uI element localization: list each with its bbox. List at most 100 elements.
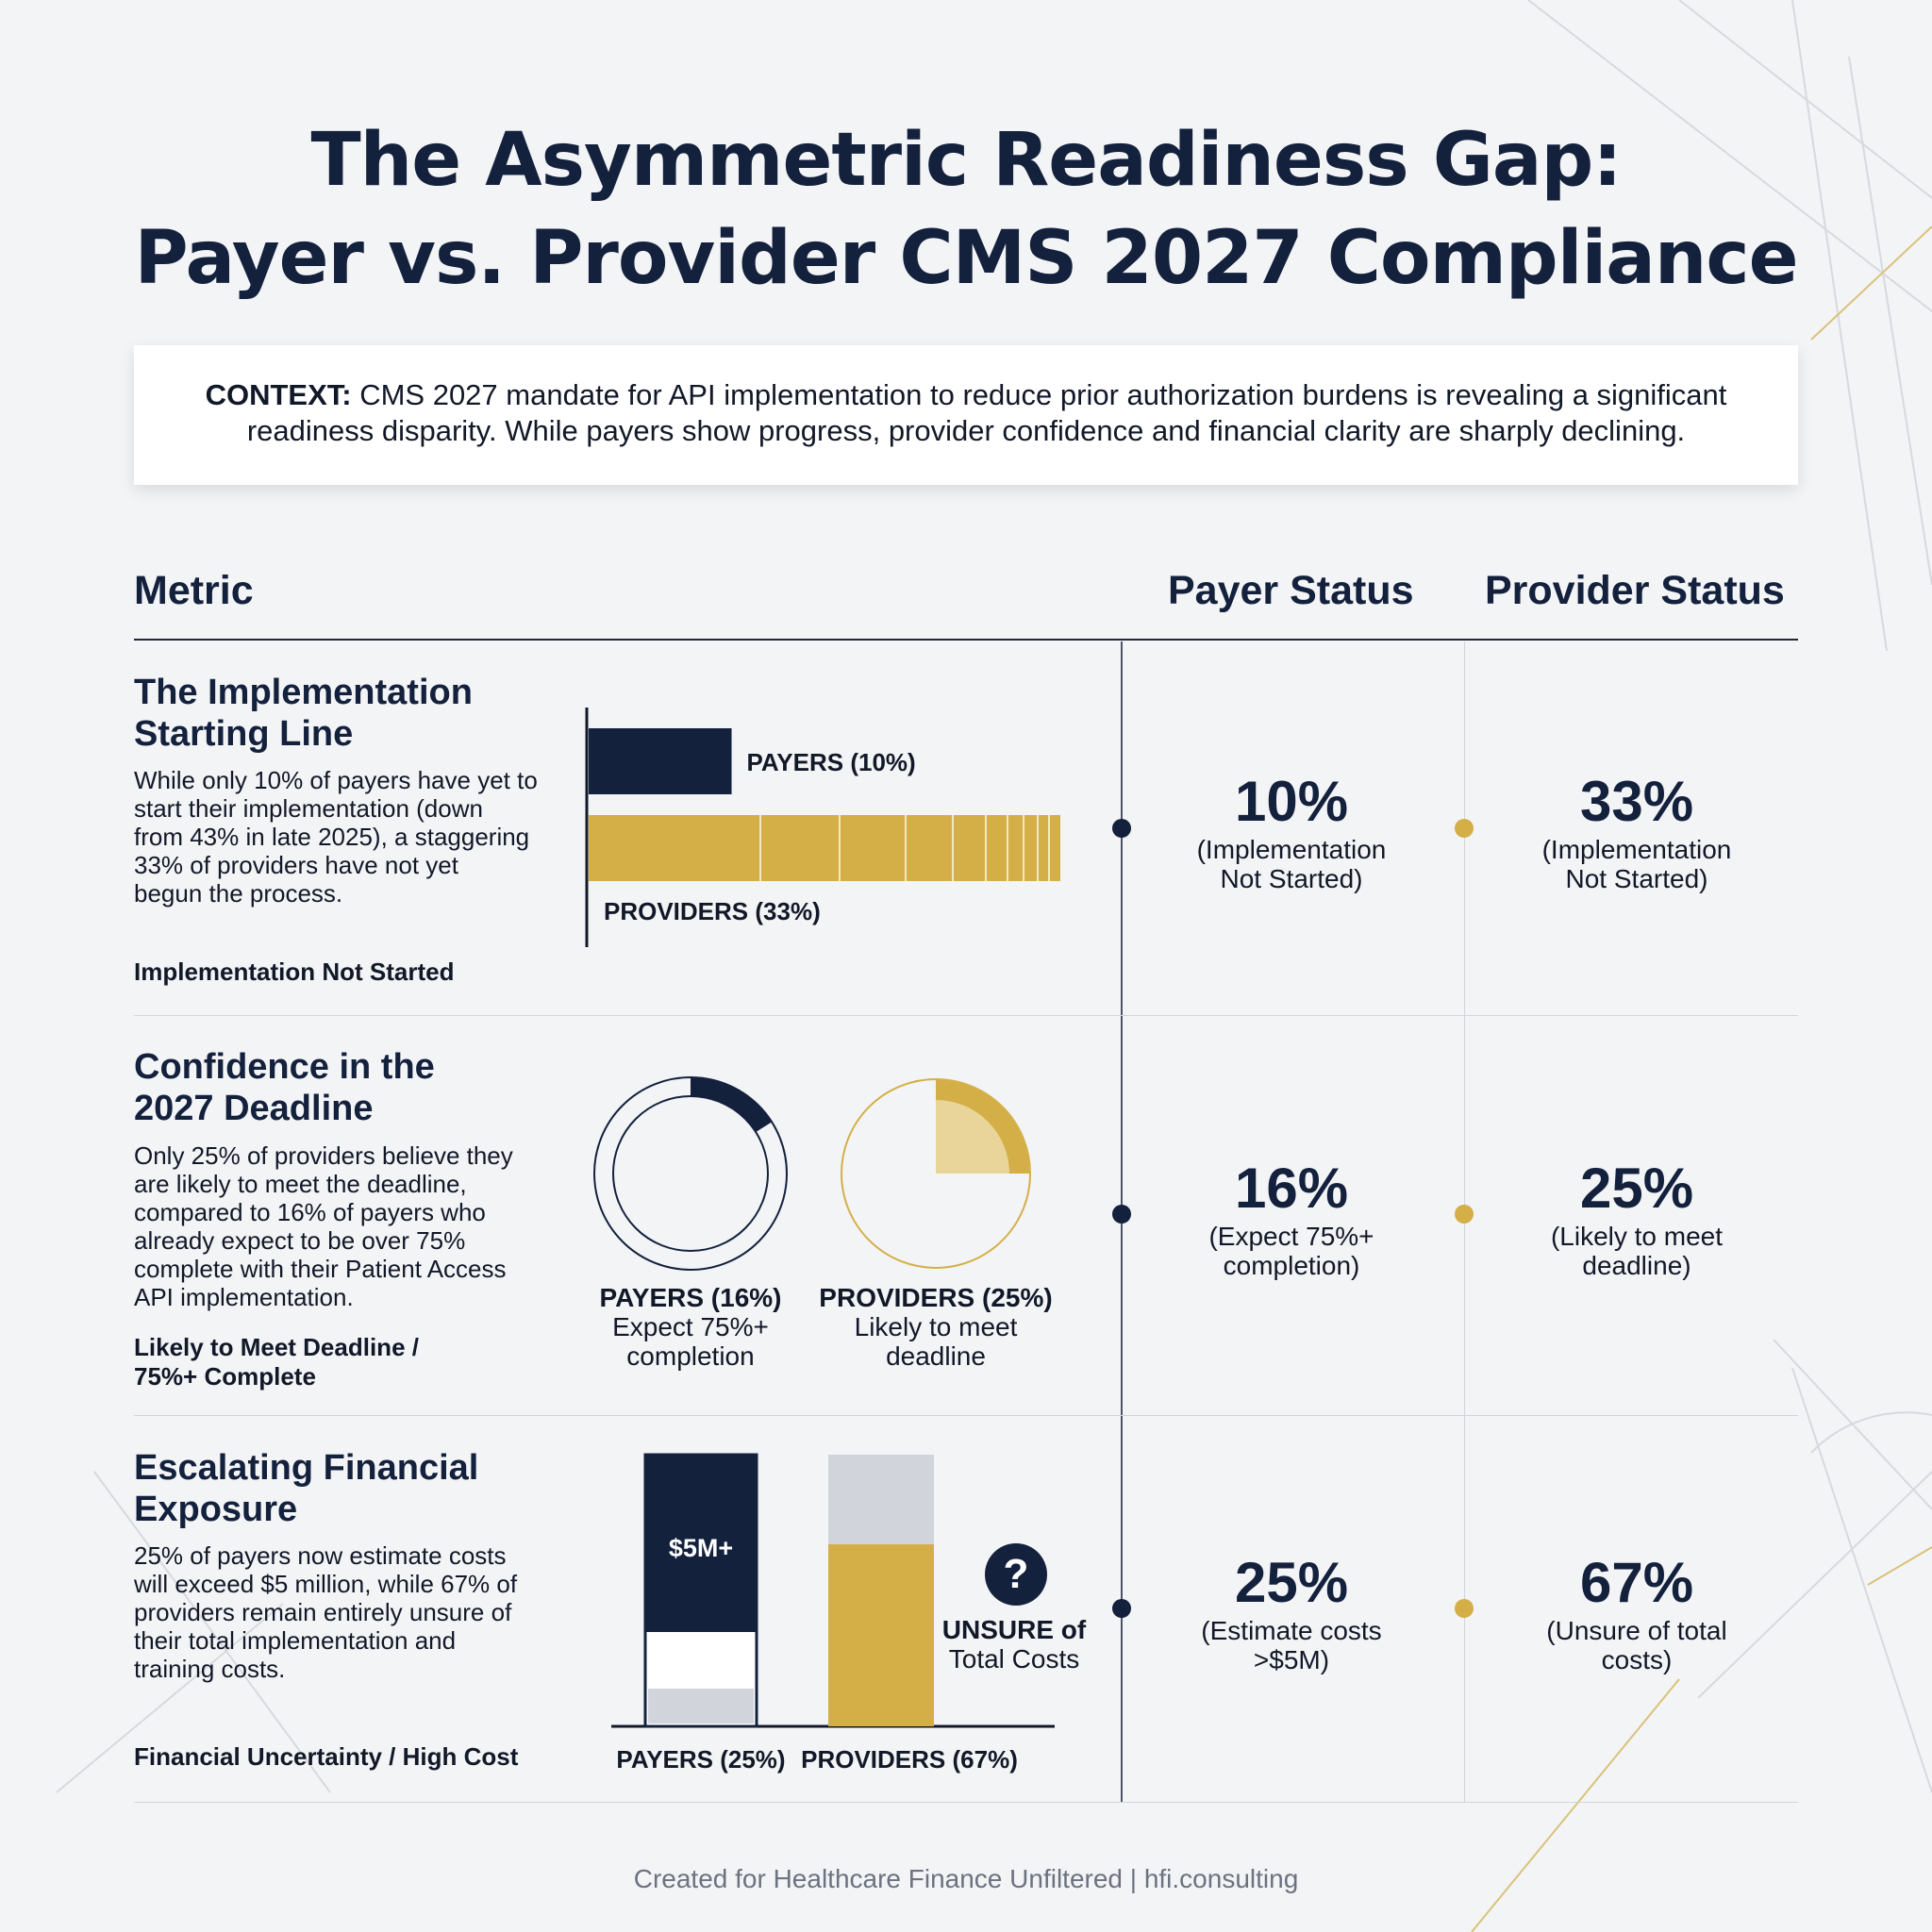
row2-title-line1: Confidence in the [134,1047,435,1087]
row1-provider-value: 33% [1579,770,1694,833]
ring-provider-caption-line2: deadline [886,1341,986,1371]
row3-desc-line: 25% of payers now estimate costs [134,1541,507,1570]
row1-title-line1: The Implementation [134,673,473,712]
row1-desc-line: from 43% in late 2025), a staggering [134,823,530,851]
row-divider-1 [134,1015,1798,1016]
row3-provider-caption: (Unsure of total [1546,1616,1727,1645]
row1-provider-caption: (Implementation [1541,835,1732,864]
cost-bar-payers-label: $5M+ [669,1534,733,1562]
row3-title-line1: Escalating Financial [134,1448,479,1488]
row2-tag-line1: Likely to Meet Deadline / [134,1333,419,1361]
ring-payer-caption-line1: Expect 75%+ [612,1312,769,1341]
payer-row3-dot [1112,1599,1131,1618]
unsure-line2: Total Costs [948,1644,1080,1674]
row3-description: 25% of payers now estimate costs will ex… [134,1541,540,1683]
header-metric: Metric [134,568,254,613]
header-payer-status: Payer Status [1168,568,1414,613]
question-icon: ? [985,1543,1047,1606]
row2-provider-value: 25% [1579,1157,1694,1220]
footer-credit: Created for Healthcare Finance Unfiltere… [633,1864,1299,1893]
ring-payer-caption-line2: completion [626,1341,755,1371]
row3-provider-stat: 67% (Unsure of total costs) [1481,1550,1792,1674]
row1-payer-value: 10% [1234,770,1349,833]
title-line-2: Payer vs. Provider CMS 2027 Compliance [134,216,1798,301]
row2-payer-stat: 16% (Expect 75%+ completion) [1136,1156,1447,1280]
row2-tag: Likely to Meet Deadline / 75%+ Complete [134,1333,549,1391]
row2-desc-line: are likely to meet the deadline, [134,1170,467,1198]
row1-provider-stat: 33% (Implementation Not Started) [1481,769,1792,893]
cost-label-payers: PAYERS (25%) [616,1745,785,1774]
title-line-1: The Asymmetric Readiness Gap: [310,118,1622,203]
row3-desc-line: providers remain entirely unsure of [134,1598,512,1626]
bar-providers [589,815,1060,881]
row1-payer-stat: 10% (Implementation Not Started) [1136,769,1447,893]
unsure-line1: UNSURE of [941,1615,1087,1644]
row3-provider-value: 67% [1579,1551,1694,1614]
row2-provider-stat: 25% (Likely to meet deadline) [1481,1156,1792,1280]
context-text-1: CMS 2027 mandate for API implementation … [359,378,1727,411]
payer-row1-dot [1112,819,1131,838]
row3-payer-stat: 25% (Estimate costs >$5M) [1136,1550,1447,1674]
row1-desc-line: start their implementation (down [134,794,483,823]
row1-tag: Implementation Not Started [134,958,549,987]
header-divider [134,639,1798,641]
context-line-1: CONTEXT: CMS 2027 mandate for API implem… [172,377,1760,413]
payer-row2-dot [1112,1205,1131,1224]
row3-provider-caption: costs) [1601,1645,1673,1674]
context-text-2: readiness disparity. While payers show p… [246,414,1686,447]
ring-provider-segment [936,1079,1030,1174]
row3-title: Escalating Financial Exposure [134,1447,530,1530]
bar-label-payers: PAYERS (10%) [747,748,916,776]
row3-title-line2: Exposure [134,1490,298,1529]
row3-payer-value: 25% [1234,1551,1349,1614]
row3-desc-line: will exceed $5 million, while 67% of [134,1570,518,1598]
row1-desc-line: While only 10% of payers have yet to [134,766,538,794]
row3-tag-line1: Financial Uncertainty / High Cost [134,1742,519,1771]
ring-provider-caption: PROVIDERS (25%) Likely to meet deadline [813,1283,1058,1371]
row1-title: The Implementation Starting Line [134,672,530,755]
row2-desc-line: Only 25% of providers believe they [134,1141,513,1170]
provider-row1-dot [1455,819,1474,838]
row2-provider-caption: (Likely to meet [1550,1222,1724,1251]
cost-bar-providers [828,1544,934,1726]
context-label: CONTEXT: [205,378,352,411]
row1-desc-line: 33% of providers have not yet [134,851,458,879]
row1-desc-line: begun the process. [134,879,343,908]
provider-row3-dot [1455,1599,1474,1618]
row2-payer-caption: completion) [1223,1251,1360,1280]
ring-provider-caption-line1: Likely to meet [854,1312,1018,1341]
cost-label-providers: PROVIDERS (67%) [801,1745,1018,1774]
row2-tag-line2: 75%+ Complete [134,1362,316,1391]
row2-desc-line: API implementation. [134,1283,354,1311]
ring-payer-caption: PAYERS (16%) Expect 75%+ completion [568,1283,813,1371]
header-provider-status: Provider Status [1485,568,1785,613]
cost-bar-payers-base [648,1689,754,1724]
row-divider-2 [134,1415,1798,1416]
page-title: The Asymmetric Readiness Gap: Payer vs. … [0,111,1932,308]
ring-provider-label: PROVIDERS (25%) [819,1283,1053,1312]
row1-tag-line1: Implementation Not Started [134,958,455,986]
row3-payer-caption: >$5M) [1253,1645,1330,1674]
row2-payer-value: 16% [1234,1157,1349,1220]
row-divider-3 [134,1802,1798,1803]
context-box: CONTEXT: CMS 2027 mandate for API implem… [134,345,1798,485]
row1-payer-caption: Not Started) [1220,864,1363,893]
row2-payer-caption: (Expect 75%+ [1208,1222,1374,1251]
row2-description: Only 25% of providers believe they are l… [134,1141,540,1311]
ring-payer-segment [691,1077,773,1133]
row2-desc-line: already expect to be over 75% [134,1226,466,1255]
row3-desc-line: their total implementation and [134,1626,457,1655]
provider-row2-dot [1455,1205,1474,1224]
row1-provider-caption: Not Started) [1565,864,1708,893]
row1-description: While only 10% of payers have yet to sta… [134,766,540,908]
ring-payer-label: PAYERS (16%) [599,1283,782,1312]
row2-desc-line: complete with their Patient Access [134,1255,507,1283]
row3-tag: Financial Uncertainty / High Cost [134,1742,549,1772]
row2-desc-line: compared to 16% of payers who [134,1198,486,1226]
unsure-annotation: UNSURE of Total Costs [934,1615,1094,1674]
row3-payer-caption: (Estimate costs [1201,1616,1382,1645]
row1-title-line2: Starting Line [134,714,354,754]
